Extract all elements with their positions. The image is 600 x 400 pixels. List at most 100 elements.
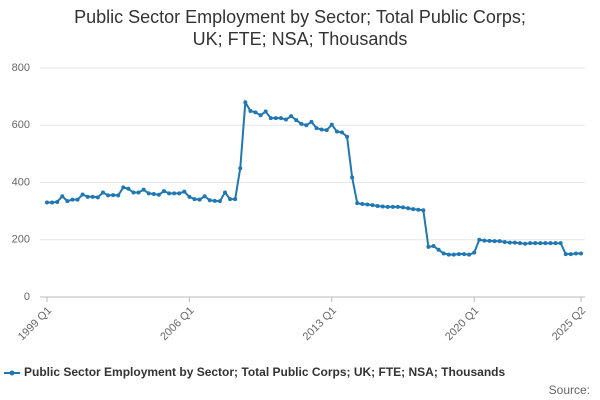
point [202, 194, 207, 199]
point [248, 108, 253, 113]
point [55, 199, 60, 204]
point [177, 191, 182, 196]
point [487, 238, 492, 243]
point [360, 201, 365, 206]
point [80, 192, 85, 197]
point [375, 203, 380, 208]
point [517, 241, 522, 246]
point [579, 251, 583, 256]
point [253, 110, 258, 115]
point [197, 197, 202, 202]
x-tick-label: 2006 Q1 [158, 305, 196, 343]
x-tick-label: 1999 Q1 [16, 305, 54, 343]
series-line [47, 99, 581, 256]
point [217, 199, 222, 204]
point [385, 204, 390, 209]
point [329, 122, 334, 127]
point [553, 241, 558, 246]
point [223, 190, 227, 195]
point [472, 250, 477, 255]
source: Source: [549, 383, 590, 397]
point [294, 118, 299, 123]
point [538, 241, 543, 246]
x-tick-label: 2025 Q2 [550, 305, 588, 343]
point [523, 241, 528, 246]
point [151, 191, 156, 196]
chart-title: Public Sector Employment by Sector; Tota… [74, 7, 526, 49]
point [334, 129, 339, 134]
y-tick-label: 400 [12, 176, 30, 188]
y-tick-label: 0 [24, 291, 30, 303]
point [431, 244, 436, 249]
point [273, 116, 278, 121]
point [268, 116, 273, 121]
point [492, 239, 497, 244]
point [462, 252, 467, 257]
point [436, 247, 441, 252]
x-tick-label: 2020 Q1 [443, 305, 481, 343]
point [421, 208, 426, 213]
point [339, 130, 344, 135]
point [401, 205, 405, 210]
point [50, 200, 55, 205]
point [228, 197, 233, 202]
point [451, 252, 456, 257]
point [161, 189, 166, 194]
point [182, 189, 187, 194]
point [573, 251, 578, 256]
point [60, 194, 65, 199]
point [411, 207, 416, 212]
point [309, 119, 314, 124]
point [243, 100, 248, 105]
point [146, 191, 151, 196]
point [482, 238, 487, 243]
x-tick-label: 2013 Q1 [301, 305, 339, 343]
point [126, 186, 131, 191]
point [533, 241, 538, 246]
point [558, 241, 563, 246]
point [45, 200, 49, 205]
point [278, 116, 283, 121]
point [319, 127, 324, 132]
point [446, 252, 451, 257]
point [355, 201, 360, 206]
point [289, 114, 294, 119]
point [467, 252, 472, 257]
point [156, 192, 161, 197]
point [380, 204, 385, 209]
point [100, 190, 105, 195]
point [543, 241, 548, 246]
point [456, 252, 461, 257]
point [512, 240, 517, 245]
point [136, 190, 141, 195]
point [167, 191, 172, 196]
point [416, 207, 421, 212]
point [563, 252, 568, 257]
point [502, 240, 507, 245]
y-tick-label: 600 [12, 119, 30, 131]
point [350, 175, 355, 180]
point [441, 251, 446, 256]
point [212, 198, 217, 203]
point [395, 204, 400, 209]
point [75, 197, 80, 202]
point [477, 237, 482, 242]
point [187, 194, 192, 199]
point [192, 197, 197, 202]
point [314, 126, 319, 131]
point [116, 193, 121, 198]
point [263, 109, 268, 114]
point [304, 123, 309, 128]
point [95, 195, 100, 200]
point [85, 194, 90, 199]
point [548, 241, 553, 246]
point [207, 198, 212, 203]
point [365, 202, 370, 207]
point [90, 194, 95, 199]
point [426, 244, 431, 249]
y-tick-label: 200 [12, 234, 30, 246]
point [70, 197, 75, 202]
point [65, 199, 70, 204]
point [299, 121, 304, 126]
point [233, 197, 238, 202]
